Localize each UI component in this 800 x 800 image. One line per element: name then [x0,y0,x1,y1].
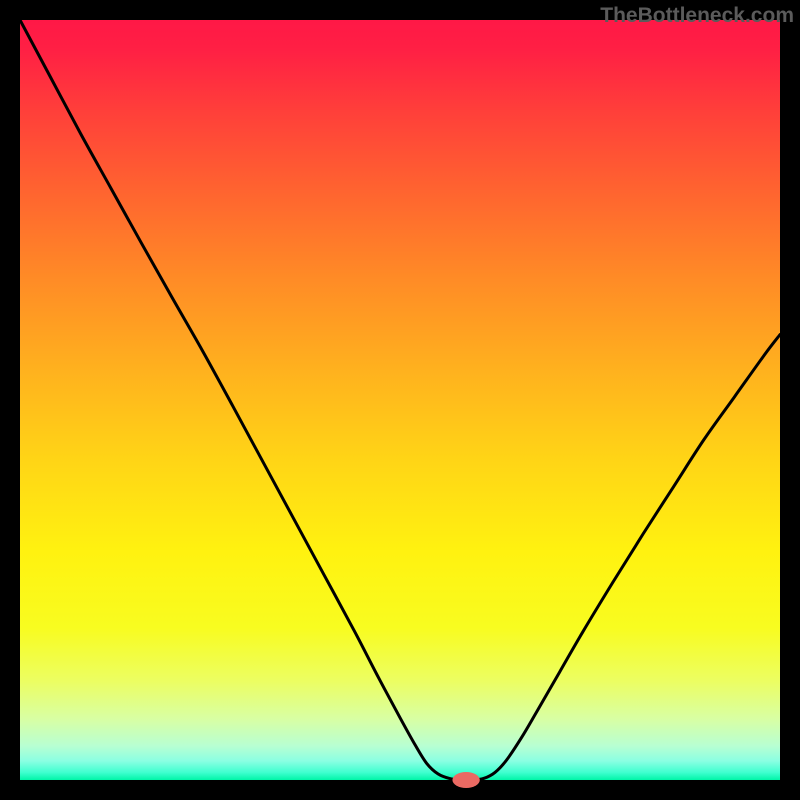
chart-svg [0,0,800,800]
bottleneck-chart: TheBottleneck.com [0,0,800,800]
watermark-text: TheBottleneck.com [600,4,794,28]
optimal-marker [452,772,479,788]
chart-plot-bg [20,20,780,780]
